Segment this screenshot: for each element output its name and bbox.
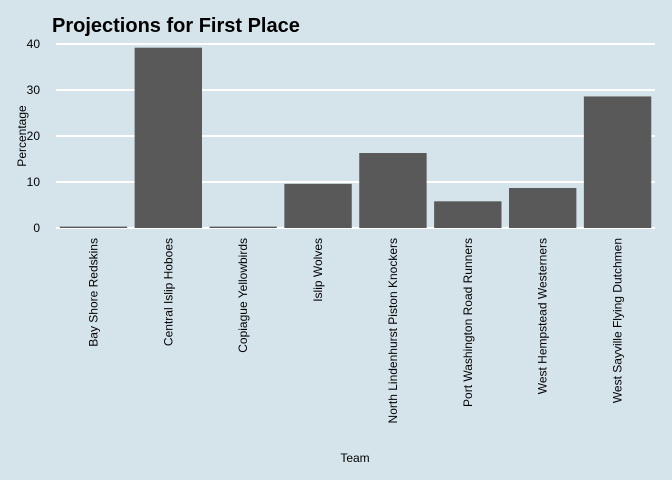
bar xyxy=(284,183,352,228)
bar xyxy=(508,187,577,228)
x-tick-label: West Hempstead Westerners xyxy=(536,238,550,394)
bar xyxy=(583,96,652,228)
x-tick-label: Port Washington Road Runners xyxy=(461,238,475,407)
y-tick-label: 10 xyxy=(27,175,41,189)
y-tick-label: 40 xyxy=(27,37,41,51)
y-axis-title: Percentage xyxy=(15,105,29,167)
bars xyxy=(59,47,652,229)
x-tick-label: Copiague Yellowbirds xyxy=(236,238,250,353)
bar xyxy=(59,226,128,228)
y-tick-label: 20 xyxy=(27,129,41,143)
x-axis-title: Team xyxy=(340,451,369,465)
chart-title: Projections for First Place xyxy=(52,15,300,37)
bar xyxy=(134,47,203,229)
y-tick-label: 0 xyxy=(33,221,40,235)
x-tick-label: Central Islip Hoboes xyxy=(161,238,175,346)
x-tick-label: Bay Shore Redskins xyxy=(86,238,100,347)
x-tick-label: Islip Wolves xyxy=(311,238,325,302)
bar xyxy=(434,201,502,228)
y-axis-ticks: 0 10 20 30 40 xyxy=(27,37,41,235)
y-tick-label: 30 xyxy=(27,83,41,97)
bar xyxy=(359,153,427,228)
x-tick-label: West Sayville Flying Dutchmen xyxy=(611,238,625,403)
bar xyxy=(209,226,277,228)
x-tick-label: North Lindenhurst Piston Knockers xyxy=(386,238,400,423)
x-axis-ticks: Bay Shore Redskins Central Islip Hoboes Co… xyxy=(86,238,624,423)
